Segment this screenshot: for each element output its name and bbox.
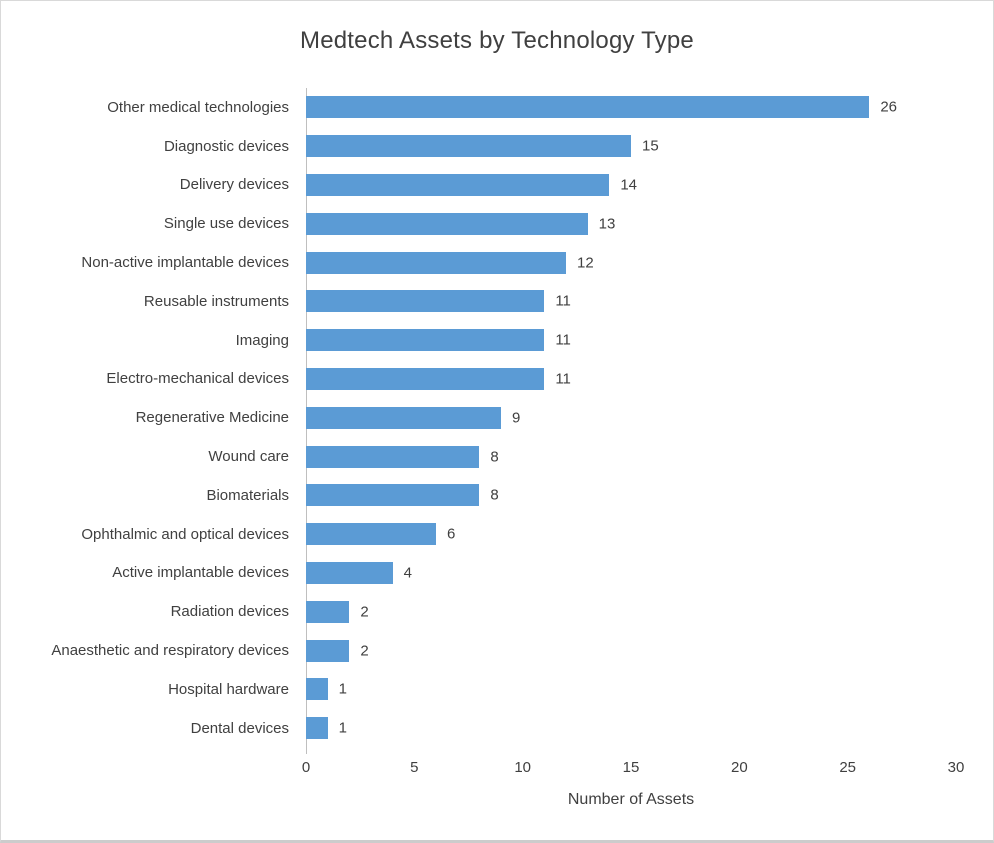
value-label: 26 xyxy=(880,98,898,116)
bar-track: 15 xyxy=(306,135,956,158)
bar-row: Non-active implantable devices 12 xyxy=(1,243,993,282)
bar-row: Biomaterials 8 xyxy=(1,476,993,515)
bar-track: 11 xyxy=(306,329,956,352)
x-tick-label: 10 xyxy=(514,759,531,776)
value-label: 8 xyxy=(490,448,499,466)
bar-track: 26 xyxy=(306,96,956,119)
bar xyxy=(306,678,328,701)
value-label: 2 xyxy=(360,603,369,621)
category-label: Delivery devices xyxy=(179,176,289,194)
category-label: Anaesthetic and respiratory devices xyxy=(51,642,289,660)
bar-track: 8 xyxy=(306,445,956,468)
bar-track: 8 xyxy=(306,484,956,507)
value-label: 9 xyxy=(512,409,521,427)
x-tick-label: 20 xyxy=(730,759,748,776)
category-label: Ophthalmic and optical devices xyxy=(81,525,289,543)
category-label: Other medical technologies xyxy=(107,98,289,116)
bar-track: 1 xyxy=(306,717,956,740)
bar-row: Diagnostic devices 15 xyxy=(1,127,993,166)
x-tick-label: 0 xyxy=(301,759,311,776)
category-label: Reusable instruments xyxy=(143,292,289,310)
bar-track: 4 xyxy=(306,561,956,584)
bar-row: Active implantable devices 4 xyxy=(1,554,993,593)
bar-track: 9 xyxy=(306,406,956,429)
bar-row: Imaging 11 xyxy=(1,321,993,360)
bar xyxy=(306,445,480,468)
value-label: 2 xyxy=(360,642,369,660)
category-label: Imaging xyxy=(235,331,289,349)
category-label: Biomaterials xyxy=(206,486,289,504)
x-tick-label: 25 xyxy=(839,759,856,776)
value-label: 1 xyxy=(338,680,347,698)
value-label: 13 xyxy=(598,215,616,233)
bar-row: Wound care 8 xyxy=(1,437,993,476)
bar xyxy=(306,717,328,740)
bar xyxy=(306,290,545,313)
bar xyxy=(306,561,393,584)
x-axis-title: Number of Assets xyxy=(567,791,695,808)
x-tick-label: 5 xyxy=(410,759,419,776)
bar-row: Other medical technologies 26 xyxy=(1,88,993,127)
category-label: Single use devices xyxy=(163,215,289,233)
value-label: 11 xyxy=(555,292,571,310)
bar xyxy=(306,406,501,429)
bar-row: Anaesthetic and respiratory devices 2 xyxy=(1,631,993,670)
bar xyxy=(306,135,631,158)
x-tick-label: 15 xyxy=(622,759,640,776)
bar-track: 13 xyxy=(306,212,956,235)
value-label: 1 xyxy=(338,719,347,737)
bar-track: 11 xyxy=(306,290,956,313)
value-label: 12 xyxy=(577,254,594,272)
bar-row: Reusable instruments 11 xyxy=(1,282,993,321)
bar xyxy=(306,639,350,662)
bar xyxy=(306,484,480,507)
bar xyxy=(306,367,545,390)
bar-track: 2 xyxy=(306,639,956,662)
value-label: 11 xyxy=(555,331,571,349)
x-axis-ticks: 0 5 10 15 20 25 30 xyxy=(302,759,965,779)
bar-rows: Other medical technologies 26 Diagnostic d… xyxy=(1,88,993,748)
value-label: 8 xyxy=(490,486,499,504)
category-label: Diagnostic devices xyxy=(163,137,289,155)
value-label: 14 xyxy=(620,176,638,194)
category-label: Regenerative Medicine xyxy=(135,409,289,427)
bar xyxy=(306,329,545,352)
value-label: 11 xyxy=(555,370,571,388)
bar-track: 11 xyxy=(306,367,956,390)
category-label: Non-active implantable devices xyxy=(81,254,289,272)
bar-track: 1 xyxy=(306,678,956,701)
bar xyxy=(306,212,588,235)
bar-track: 12 xyxy=(306,251,956,274)
bar xyxy=(306,523,436,546)
bar-row: Delivery devices 14 xyxy=(1,166,993,205)
bar-track: 14 xyxy=(306,173,956,196)
x-tick-label: 30 xyxy=(947,759,965,776)
category-label: Electro-mechanical devices xyxy=(106,370,289,388)
bar-row: Single use devices 13 xyxy=(1,204,993,243)
category-label: Hospital hardware xyxy=(168,680,289,698)
bar xyxy=(306,173,610,196)
value-label: 4 xyxy=(403,564,412,582)
bar-track: 2 xyxy=(306,600,956,623)
value-label: 6 xyxy=(447,525,456,543)
category-label: Wound care xyxy=(208,448,289,466)
chart-title: Medtech Assets by Technology Type xyxy=(300,27,694,54)
bar-track: 6 xyxy=(306,523,956,546)
bar-row: Dental devices 1 xyxy=(1,709,993,748)
bar-row: Electro-mechanical devices 11 xyxy=(1,360,993,399)
value-label: 15 xyxy=(642,137,659,155)
bar-row: Regenerative Medicine 9 xyxy=(1,398,993,437)
bar xyxy=(306,251,566,274)
bar xyxy=(306,600,350,623)
category-label: Active implantable devices xyxy=(112,564,289,582)
bar-row: Ophthalmic and optical devices 6 xyxy=(1,515,993,554)
bar-row: Radiation devices 2 xyxy=(1,592,993,631)
category-label: Dental devices xyxy=(190,719,289,737)
bar-row: Hospital hardware 1 xyxy=(1,670,993,709)
bar xyxy=(306,96,870,119)
category-label: Radiation devices xyxy=(170,603,289,621)
